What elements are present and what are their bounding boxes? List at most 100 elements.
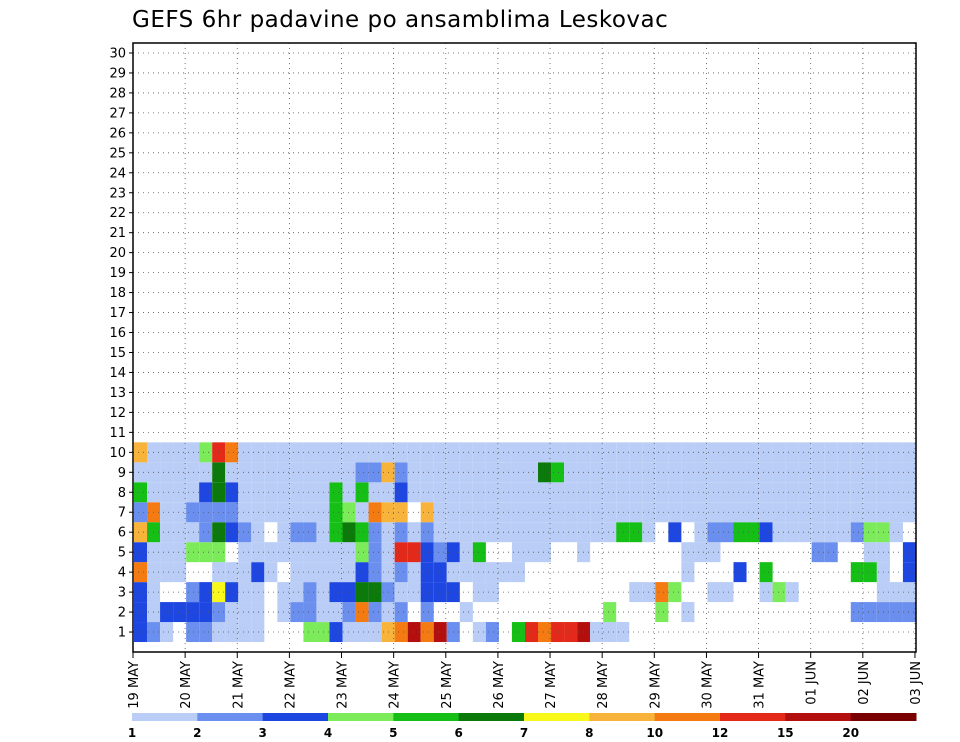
heatmap-cell <box>538 482 552 503</box>
x-tick-label: 30 MAY <box>700 661 715 709</box>
heatmap-cell <box>629 522 643 543</box>
heatmap-cell <box>668 442 682 463</box>
heatmap-cell <box>420 442 434 463</box>
heatmap-cell <box>524 502 539 523</box>
heatmap-cell <box>238 482 252 503</box>
heatmap-cell <box>850 562 864 583</box>
y-tick-label: 2 <box>118 606 126 621</box>
y-tick-label: 12 <box>109 406 126 421</box>
heatmap-cell <box>238 582 252 603</box>
heatmap-cell <box>472 462 486 483</box>
heatmap-cell <box>459 542 473 563</box>
y-tick-label: 8 <box>118 486 126 501</box>
heatmap-cell <box>902 462 916 483</box>
heatmap-cell <box>160 622 174 643</box>
heatmap-cell <box>733 442 747 463</box>
heatmap-cell <box>251 522 265 543</box>
heatmap-cell <box>407 442 421 463</box>
heatmap-cell <box>199 442 213 463</box>
heatmap-cell <box>889 502 903 523</box>
heatmap-cell <box>134 462 148 483</box>
x-tick-label: 28 MAY <box>596 661 611 709</box>
heatmap-cell <box>603 482 617 503</box>
heatmap-cell <box>186 482 200 503</box>
heatmap-cell <box>251 562 265 583</box>
heatmap-cell <box>863 562 877 583</box>
heatmap-cell <box>655 442 669 463</box>
y-tick-label: 24 <box>109 166 126 181</box>
heatmap-cell <box>329 562 343 583</box>
y-tick-label: 16 <box>109 326 126 341</box>
heatmap-cell <box>850 442 864 463</box>
heatmap-cell <box>733 462 747 483</box>
heatmap-cell <box>902 502 916 523</box>
legend-swatch <box>785 713 852 721</box>
heatmap-cell <box>590 622 604 643</box>
heatmap-cell <box>720 522 734 543</box>
heatmap-cell <box>290 582 304 603</box>
heatmap-cell <box>160 502 174 523</box>
heatmap-cell <box>590 442 604 463</box>
heatmap-cell <box>772 502 786 523</box>
heatmap-cell <box>420 562 434 583</box>
y-tick-label: 1 <box>118 626 126 641</box>
heatmap-cell <box>186 602 200 623</box>
heatmap-cell <box>485 582 499 603</box>
heatmap-cell <box>251 582 265 603</box>
heatmap-cell <box>238 602 252 623</box>
heatmap-cell <box>368 442 382 463</box>
heatmap-cell <box>733 562 747 583</box>
heatmap-cell <box>134 522 148 543</box>
heatmap-cell <box>759 462 773 483</box>
plot-frame <box>132 42 917 653</box>
x-tick-label: 27 MAY <box>544 661 559 709</box>
heatmap-cell <box>759 522 773 543</box>
heatmap-cell <box>837 522 851 543</box>
heatmap-cell <box>616 622 630 643</box>
heatmap-cell <box>524 542 539 563</box>
heatmap-cell <box>394 502 408 523</box>
heatmap-cell <box>342 562 356 583</box>
heatmap-cell <box>316 522 330 543</box>
heatmap-cell <box>329 502 343 523</box>
grid-lines <box>133 43 916 652</box>
heatmap-cell <box>394 602 408 623</box>
y-tick-label: 6 <box>118 526 126 541</box>
heatmap-cell <box>889 462 903 483</box>
heatmap-cell <box>590 482 604 503</box>
heatmap-cell <box>655 582 669 603</box>
x-tick-label: 01 JUN <box>805 661 820 705</box>
heatmap-cell <box>407 582 421 603</box>
x-tick-label: 29 MAY <box>648 661 663 709</box>
heatmap-cell <box>251 502 265 523</box>
heatmap-cell <box>238 442 252 463</box>
heatmap-cell <box>251 462 265 483</box>
heatmap-cell <box>173 602 187 623</box>
heatmap-cell <box>759 482 773 503</box>
heatmap-cell <box>355 482 369 503</box>
heatmap-cell <box>681 542 695 563</box>
heatmap-cell <box>199 602 213 623</box>
heatmap-cell <box>538 522 552 543</box>
y-tick-label: 29 <box>109 66 126 81</box>
heatmap-cell <box>720 482 734 503</box>
heatmap-cell <box>355 582 369 603</box>
heatmap-cell <box>850 462 864 483</box>
heatmap-cell <box>199 582 213 603</box>
legend-swatch <box>197 713 264 721</box>
heatmap-cell <box>863 482 877 503</box>
heatmap-cell <box>498 522 512 543</box>
heatmap-cell <box>824 442 838 463</box>
chart-title: GEFS 6hr padavine po ansamblima Leskovac <box>132 7 668 33</box>
heatmap-cell <box>694 522 708 543</box>
heatmap-cell <box>407 482 421 503</box>
heatmap-cell <box>551 462 565 483</box>
heatmap-cell <box>720 502 734 523</box>
x-tick-label: 31 MAY <box>753 661 768 709</box>
heatmap-cell <box>134 562 148 583</box>
legend-label: 4 <box>324 726 332 740</box>
heatmap-cell <box>837 502 851 523</box>
legend-swatch <box>589 713 656 721</box>
heatmap-cell <box>863 522 877 543</box>
heatmap-cell <box>655 482 669 503</box>
